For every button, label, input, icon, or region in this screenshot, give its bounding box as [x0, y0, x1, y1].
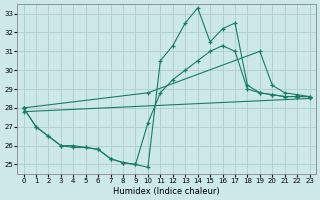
X-axis label: Humidex (Indice chaleur): Humidex (Indice chaleur)	[113, 187, 220, 196]
